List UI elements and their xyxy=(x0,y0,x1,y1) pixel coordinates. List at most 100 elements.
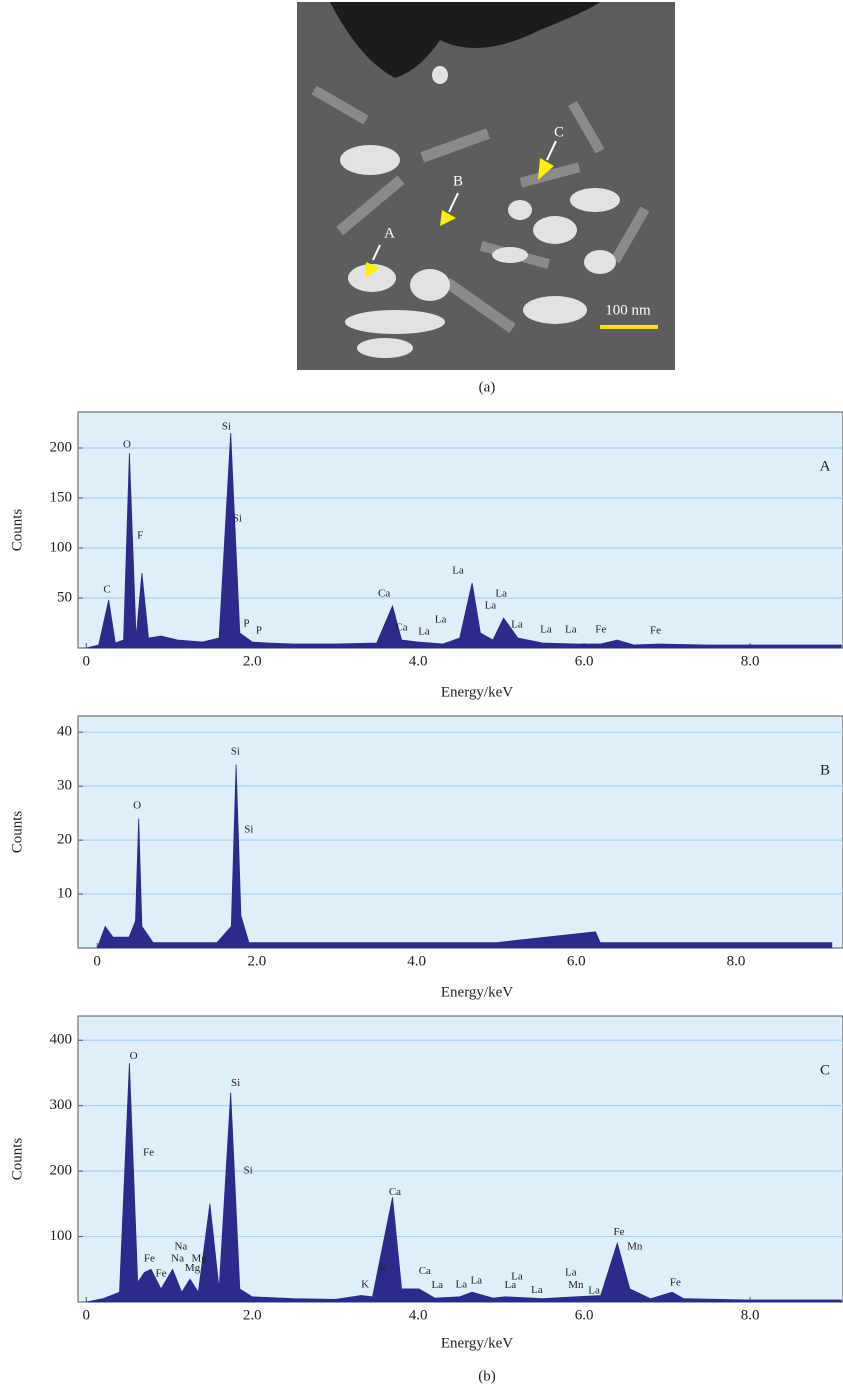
image-caption: (a) xyxy=(479,379,496,395)
peak-label: Ca xyxy=(389,1186,401,1198)
x-tick-label: 6.0 xyxy=(567,953,586,969)
x-tick-label: 2.0 xyxy=(243,653,262,669)
y-axis-label: Counts xyxy=(9,509,25,552)
panel-label: C xyxy=(820,1062,830,1078)
peak-label: Na xyxy=(174,1241,187,1253)
y-tick-label: 30 xyxy=(57,778,72,794)
peak-label: Ca xyxy=(378,588,390,600)
y-tick-label: 10 xyxy=(57,885,72,901)
plot-area xyxy=(77,715,843,949)
peak-label: La xyxy=(452,565,464,577)
peak-label: O xyxy=(123,439,131,451)
peak-label: K xyxy=(379,1263,387,1275)
plot-area xyxy=(77,411,843,649)
peak-label: Fe xyxy=(670,1277,681,1289)
y-tick-label: 150 xyxy=(50,489,73,505)
marker-label: B xyxy=(453,173,463,189)
x-tick-label: 8.0 xyxy=(727,953,746,969)
x-tick-label: 4.0 xyxy=(407,953,426,969)
peak-label: P xyxy=(256,625,262,637)
peak-label: La xyxy=(565,1267,577,1279)
panel-label: A xyxy=(820,458,831,474)
spectrum xyxy=(86,1063,842,1303)
x-axis-label: Energy/keV xyxy=(441,1335,513,1351)
peak-label: Na xyxy=(171,1252,184,1264)
peak-label: Si xyxy=(233,513,242,525)
peak-label: Fe xyxy=(155,1267,166,1279)
peak-label: La xyxy=(504,1279,516,1291)
peak-label: Si xyxy=(231,746,240,758)
x-tick-label: 8.0 xyxy=(741,653,760,669)
sem-image: A B C 100 nm xyxy=(297,2,675,370)
peak-label: O xyxy=(133,800,141,812)
peak-label: Si xyxy=(244,823,253,835)
peak-label: La xyxy=(470,1275,482,1287)
peak-label: La xyxy=(540,624,552,636)
peak-label: Fe xyxy=(595,624,606,636)
peak-label: Si xyxy=(231,1077,240,1089)
x-tick-label: 0 xyxy=(83,1307,91,1323)
peak-label: La xyxy=(588,1284,600,1296)
y-tick-label: 20 xyxy=(57,832,72,848)
peak-label: K xyxy=(361,1279,369,1291)
peak-label: Ca xyxy=(419,1265,431,1277)
y-tick-label: 400 xyxy=(50,1032,73,1048)
y-axis-label: Counts xyxy=(9,1138,25,1181)
y-tick-label: 40 xyxy=(57,724,72,740)
marker-arrows xyxy=(372,140,557,261)
peak-label: La xyxy=(485,600,497,612)
bright-particles xyxy=(340,66,620,358)
peak-label: Fe xyxy=(650,625,661,637)
x-tick-label: 2.0 xyxy=(247,953,266,969)
marker-label: A xyxy=(384,225,395,241)
peak-label: F xyxy=(137,530,143,542)
peak-label: Fe xyxy=(613,1226,624,1238)
peak-label: La xyxy=(511,1271,523,1283)
y-tick-label: 200 xyxy=(50,439,73,455)
scale-bar-label: 100 nm xyxy=(605,302,651,318)
peak-label: Fe xyxy=(143,1146,154,1158)
peak-label: Mn xyxy=(568,1279,584,1291)
y-tick-label: 300 xyxy=(50,1097,73,1113)
peak-label: La xyxy=(456,1279,468,1291)
peak-label: La xyxy=(418,626,430,638)
peak-label: La xyxy=(531,1284,543,1296)
scale-bar xyxy=(600,325,658,329)
x-tick-label: 0 xyxy=(83,653,91,669)
peak-label: Fe xyxy=(144,1252,155,1264)
x-tick-label: 2.0 xyxy=(243,1307,262,1323)
marker-label: C xyxy=(554,124,564,140)
y-tick-label: 50 xyxy=(57,589,72,605)
x-tick-label: 8.0 xyxy=(741,1307,760,1323)
peak-label: Mg xyxy=(191,1252,207,1264)
peak-label: Ca xyxy=(395,622,407,634)
y-tick-label: 100 xyxy=(50,539,73,555)
peak-label: P xyxy=(243,618,249,630)
x-axis-label: Energy/keV xyxy=(441,684,513,700)
y-tick-label: 100 xyxy=(50,1228,73,1244)
arrow-heads xyxy=(365,158,554,278)
x-tick-label: 4.0 xyxy=(409,653,428,669)
x-tick-label: 0 xyxy=(93,953,101,969)
peak-label: La xyxy=(435,614,447,626)
spectrum xyxy=(86,432,842,649)
peak-label: La xyxy=(495,588,507,600)
spectrum xyxy=(96,764,833,949)
peak-label: La xyxy=(511,619,523,631)
peak-label: O xyxy=(130,1050,138,1062)
x-tick-label: 4.0 xyxy=(409,1307,428,1323)
peak-label: La xyxy=(431,1279,443,1291)
y-axis-label: Counts xyxy=(9,811,25,854)
peak-label: C xyxy=(103,584,110,596)
x-axis-label: Energy/keV xyxy=(441,984,513,1000)
figure-caption: (b) xyxy=(478,1368,496,1384)
y-tick-label: 200 xyxy=(50,1163,73,1179)
peak-label: La xyxy=(565,624,577,636)
panel-label: B xyxy=(820,762,830,778)
x-tick-label: 6.0 xyxy=(575,653,594,669)
peak-label: Si xyxy=(222,421,231,433)
dark-region xyxy=(330,2,600,78)
x-tick-label: 6.0 xyxy=(575,1307,594,1323)
